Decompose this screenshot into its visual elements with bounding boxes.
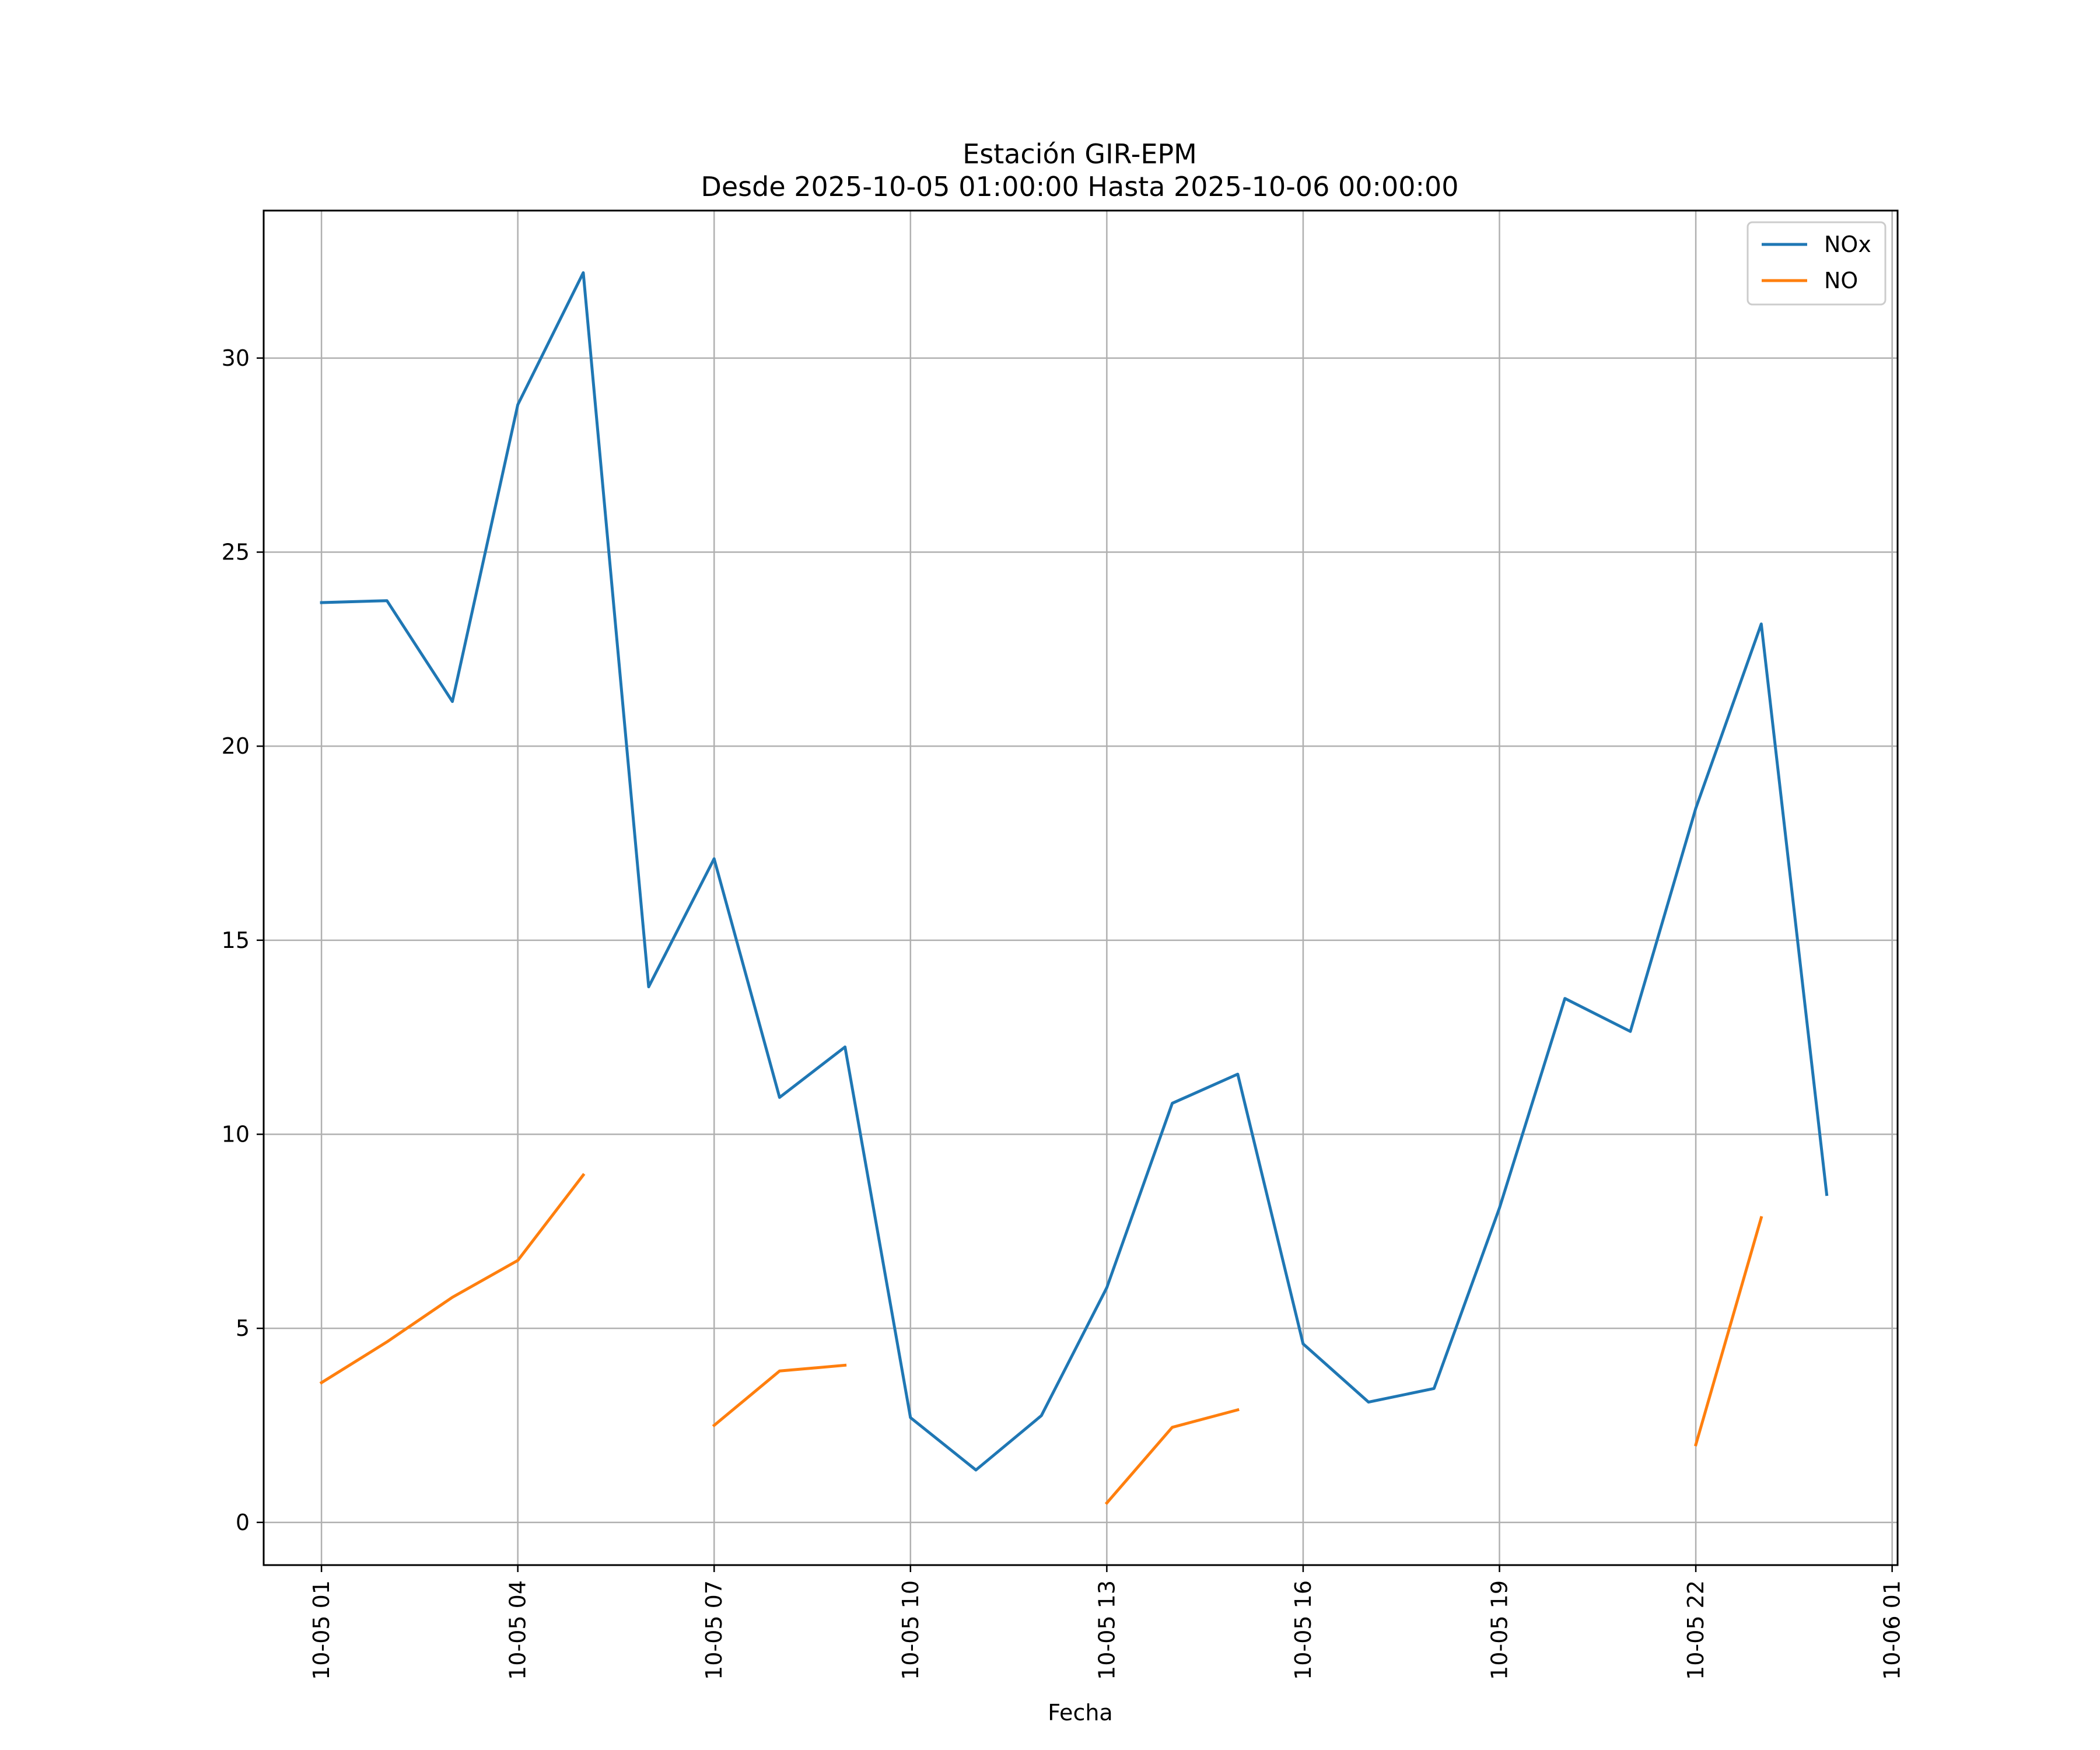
x-axis-label: Fecha	[1048, 1700, 1112, 1726]
series-line-no	[712, 1363, 847, 1428]
x-tick-label: 10-06 01	[1880, 1580, 1905, 1680]
plot-area-frame	[262, 209, 1899, 1566]
x-tick-label: 10-05 01	[309, 1580, 334, 1680]
y-tick-label: 10	[222, 1121, 250, 1147]
chart-title: Estación GIR-EPM	[963, 138, 1197, 170]
x-tick-label: 10-05 07	[701, 1580, 727, 1680]
y-tick-label: 20	[222, 733, 250, 759]
plot-lines	[319, 271, 1829, 1506]
y-tick-label: 0	[236, 1510, 250, 1535]
x-tick-label: 10-05 19	[1487, 1580, 1513, 1680]
series-line-no	[319, 1172, 586, 1385]
chart-subtitle: Desde 2025-10-05 01:00:00 Hasta 2025-10-…	[701, 171, 1458, 202]
y-tick-label: 30	[222, 345, 250, 371]
series-line-nox	[320, 271, 1829, 1472]
x-tick-label: 10-05 16	[1290, 1580, 1316, 1680]
legend-label-no: NO	[1824, 268, 1858, 293]
series-line-no	[1104, 1408, 1240, 1506]
x-tick-label: 10-05 13	[1094, 1580, 1119, 1680]
legend-label-nox: NOx	[1824, 232, 1871, 257]
x-tick-label: 10-05 22	[1683, 1580, 1709, 1680]
grid	[264, 211, 1898, 1565]
axis-ticks: 0 5 10 15 20 25 30 10-05 01 10-05 04 10-05 07 10-0…	[222, 345, 1905, 1680]
legend-box	[1746, 221, 1887, 306]
y-tick-label: 5	[236, 1315, 250, 1341]
y-tick-label: 25	[222, 539, 250, 565]
x-tick-label: 10-05 10	[898, 1580, 923, 1680]
x-tick-label: 10-05 04	[505, 1580, 531, 1680]
series-line-no	[1694, 1216, 1763, 1447]
y-tick-label: 15	[222, 928, 250, 953]
legend: NOx NO	[1746, 221, 1887, 306]
